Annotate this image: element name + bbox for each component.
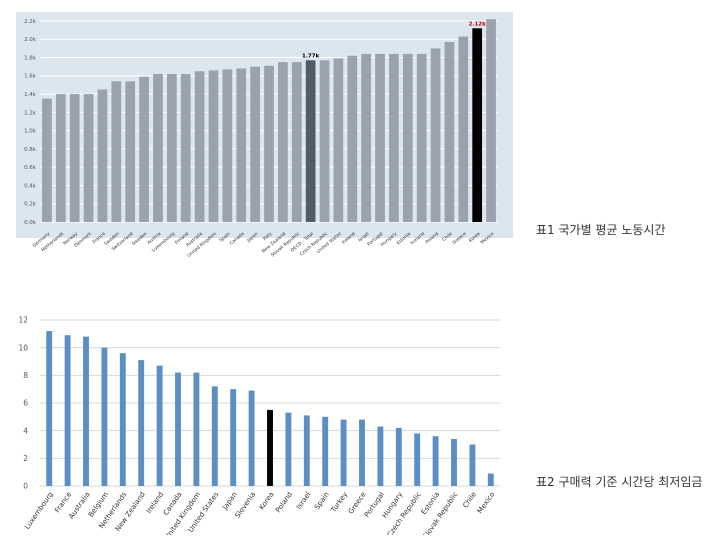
chart1-bar [430, 48, 441, 223]
chart1-bar [97, 89, 108, 222]
chart2-bar [230, 389, 237, 486]
chart2-bar [432, 436, 439, 486]
chart1-bar [180, 73, 191, 222]
chart2-bar [248, 390, 255, 486]
chart2-bar [340, 419, 347, 486]
chart2-y-tick-label: 6 [23, 399, 28, 408]
chart-minimum-wage: 024681012LuxembourgFranceAustraliaBelgiu… [18, 316, 500, 535]
chart2-bar [451, 438, 457, 486]
chart2-x-tick-label: Japan [221, 491, 239, 512]
chart1-y-tick-label: 1.8k [24, 55, 37, 61]
chart2-x-tick-label: Spain [313, 491, 331, 512]
chart2-y-tick-label: 2 [23, 454, 28, 463]
chart2-bar [359, 419, 365, 486]
chart1-bar [402, 53, 413, 223]
chart2-x-tick-label: Luxembourg [23, 491, 55, 531]
chart-working-hours: 0.0k 0.2k 0.4k 0.6k 0.8k 1.0k 1.2k 1.4k 1.6k 1.8k… [16, 12, 513, 259]
chart2-x-tick-label: Chile [461, 491, 478, 510]
chart2-x-tick-label: Mexico [476, 491, 497, 516]
chart1-bar [153, 73, 163, 222]
chart1-bar [416, 53, 427, 223]
chart1-bar [236, 68, 247, 222]
chart1-bar [139, 76, 149, 223]
chart1-y-tick-label: 0.0k [24, 220, 37, 226]
chart2-x-tick-label: Korea [258, 491, 276, 512]
chart2-bar [101, 347, 108, 486]
chart1-x-tick-label: Chile [441, 231, 454, 243]
chart2-bar [83, 336, 89, 486]
chart2-y-tick-label: 8 [23, 371, 28, 380]
chart1-bar [291, 62, 302, 223]
caption-chart2: 표2 구매력 기준 시간당 최저임금 [536, 475, 703, 489]
chart1-y-tick-label: 0.8k [24, 147, 37, 153]
chart1-bar [486, 19, 496, 222]
chart1-bar [458, 36, 469, 223]
chart2-bar [487, 473, 494, 486]
chart1-bar [222, 69, 233, 222]
chart2-bar [267, 409, 273, 486]
chart2-bar [469, 444, 476, 486]
chart1-bar [250, 66, 260, 222]
chart1-data-label: 2.12k [469, 21, 487, 27]
chart1-bar [278, 62, 288, 223]
caption-chart1: 표1 국가별 평균 노동시간 [536, 223, 666, 237]
chart1-bar [55, 94, 66, 222]
chart1-bar [347, 55, 358, 222]
chart1-y-tick-label: 2.2k [24, 19, 37, 25]
chart1-data-label: 1.77k [302, 53, 320, 59]
chart1-y-tick-label: 0.6k [24, 165, 37, 171]
chart2-bar [395, 427, 402, 486]
chart1-bar [472, 28, 483, 222]
chart1-y-tick-label: 0.4k [24, 183, 37, 189]
chart2-bar [303, 415, 310, 486]
chart2-y-tick-label: 10 [18, 343, 28, 352]
chart1-bar [361, 53, 372, 223]
chart2-bar [322, 416, 329, 486]
chart2-x-tick-label: Israel [295, 491, 313, 511]
chart1-bar [111, 81, 122, 222]
chart1-y-tick-label: 0.2k [24, 202, 37, 208]
chart2-bar [64, 335, 71, 486]
chart1-bar [333, 58, 344, 222]
chart1-y-tick-label: 2.0k [24, 37, 37, 43]
chart1-bar [69, 94, 80, 222]
chart1-bar [305, 60, 316, 222]
chart2-x-tick-label: Poland [274, 491, 294, 515]
chart1-bar [42, 98, 52, 222]
chart2-bar [175, 372, 181, 486]
chart1-bar [375, 53, 385, 223]
chart2-bar [46, 331, 53, 486]
chart1-bar [166, 73, 177, 222]
chart1-bar [389, 53, 399, 223]
chart2-y-tick-label: 12 [18, 316, 28, 325]
chart1-bar [194, 71, 205, 222]
chart2-bar [156, 365, 163, 486]
chart1-y-tick-label: 1.0k [24, 129, 37, 135]
chart2-bar [377, 426, 384, 486]
chart2-y-tick-label: 4 [23, 426, 28, 435]
chart2-bar [285, 412, 292, 486]
chart1-x-tick-label: Italy [262, 231, 274, 242]
chart2-y-tick-label: 0 [23, 482, 28, 491]
chart2-bar [193, 372, 200, 486]
chart1-bar [125, 81, 136, 222]
chart2-bar [119, 353, 126, 486]
chart1-bar [83, 94, 94, 222]
chart1-bar [264, 65, 274, 222]
chart1-y-tick-label: 1.4k [24, 92, 37, 98]
chart1-y-tick-label: 1.2k [24, 110, 37, 116]
chart1-bar [319, 60, 330, 222]
chart1-bar [208, 70, 219, 222]
chart2-bar [138, 360, 145, 486]
chart2-bar [211, 386, 218, 486]
chart1-y-tick-label: 1.6k [24, 74, 37, 80]
chart2-bar [414, 433, 421, 486]
chart1-bar [444, 42, 455, 222]
